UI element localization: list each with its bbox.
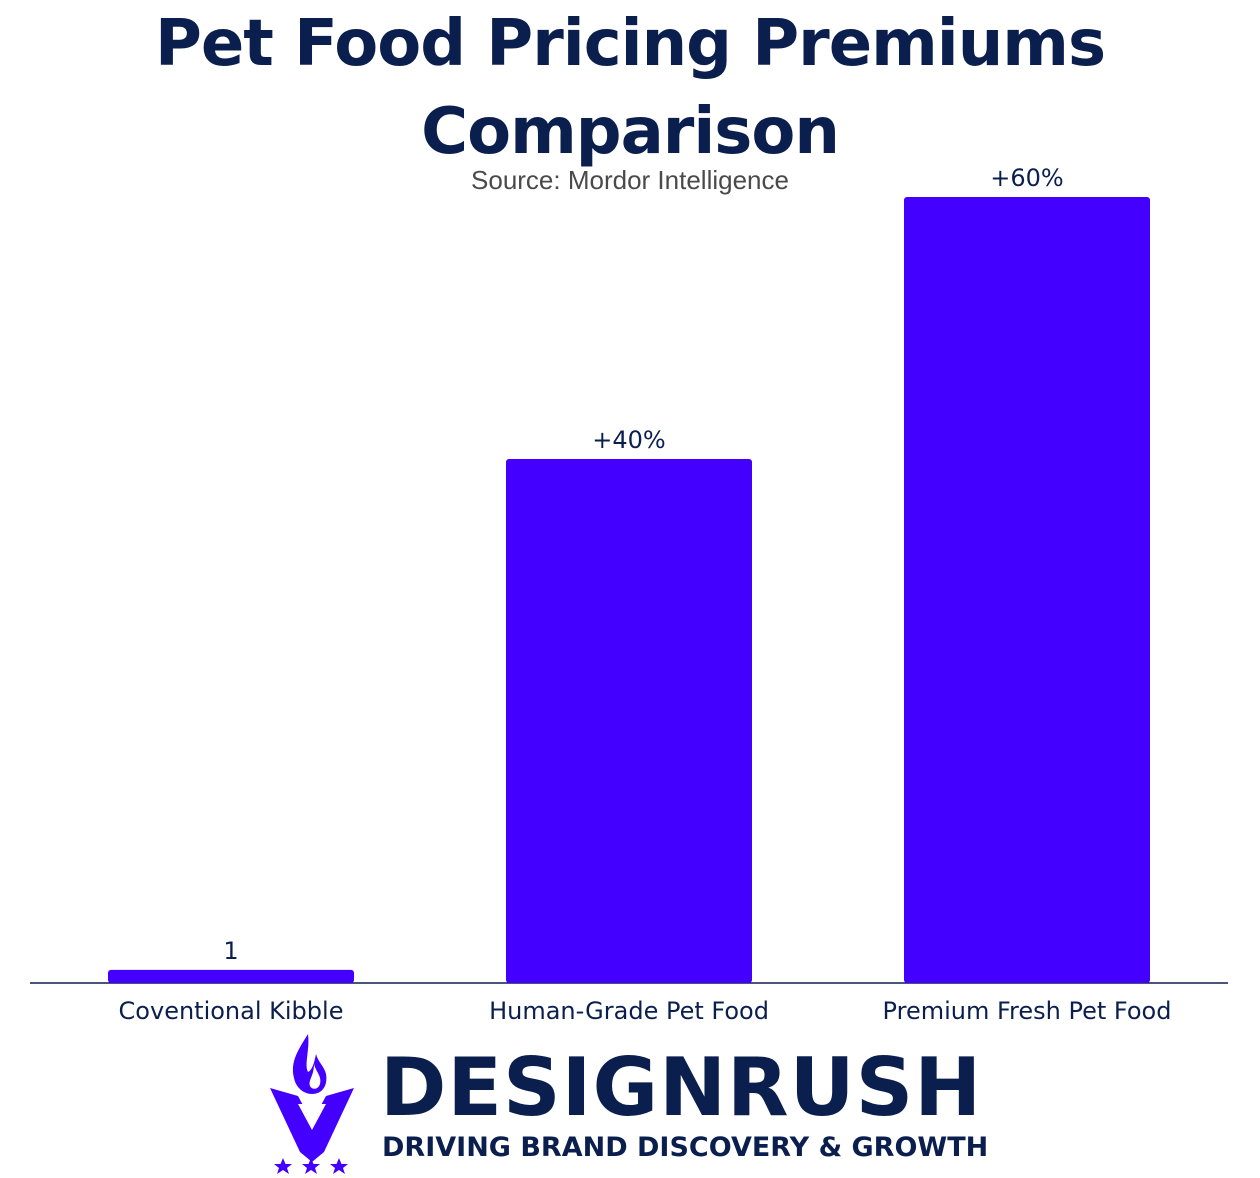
x-tick-label-2: Human-Grade Pet Food — [489, 997, 769, 1025]
data-label-2: +40% — [592, 426, 665, 454]
data-label-1: 1 — [223, 937, 238, 965]
designrush-logo: DESIGNRUSH DRIVING BRAND DISCOVERY & GRO… — [268, 1030, 1008, 1178]
logo-wordmark: DESIGNRUSH — [380, 1041, 983, 1134]
bar-3 — [904, 197, 1150, 983]
x-tick-label-3: Premium Fresh Pet Food — [883, 997, 1172, 1025]
logo-tagline: DRIVING BRAND DISCOVERY & GROWTH — [382, 1132, 989, 1163]
bar-2 — [506, 459, 752, 983]
chart-subtitle: Source: Mordor Intelligence — [471, 165, 789, 195]
data-label-3: +60% — [990, 164, 1063, 192]
chart-title: Pet Food Pricing Premiums Comparison — [154, 7, 1106, 169]
x-tick-label-1: Coventional Kibble — [119, 997, 344, 1025]
bar-chart: 1 Coventional Kibble +40% Human-Grade Pet F… — [30, 164, 1228, 1025]
bar-1 — [108, 969, 354, 983]
flame-shield-icon — [270, 1034, 354, 1174]
